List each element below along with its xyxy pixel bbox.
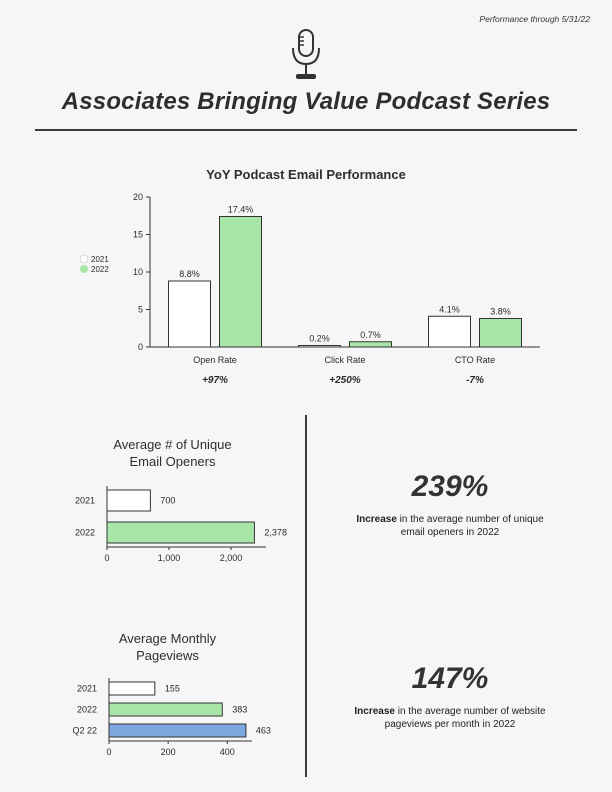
- bar-0: [108, 681, 156, 696]
- openers-stat-line2: email openers in 2022: [400, 527, 500, 538]
- openers-stat-value: 239%: [411, 470, 489, 503]
- x-category-label: Click Rate: [324, 355, 365, 365]
- bar-data-label: 4.1%: [439, 304, 460, 314]
- pageviews-title-line1: Average Monthly: [118, 631, 217, 646]
- bar-2022-2: [479, 318, 522, 348]
- x-tick-label: 200: [161, 747, 176, 757]
- legend-swatch-2021: [79, 254, 89, 264]
- openers-stat-description: Increase in the average number of unique…: [310, 513, 590, 539]
- bar-2021-2: [428, 315, 471, 348]
- bar-2021-1: [298, 345, 341, 348]
- bar-data-label: 463: [256, 726, 271, 736]
- y-category-label: 2022: [75, 528, 95, 538]
- pageviews-bar-chart: 2021 155 2022 383 Q2 22 463 0 200 400: [72, 678, 271, 757]
- yoy-change-label: +250%: [329, 375, 361, 386]
- bar-data-label: 383: [232, 705, 247, 715]
- pageviews-title-line2: Pageviews: [136, 648, 199, 663]
- y-category-label: 2022: [77, 705, 97, 715]
- openers-chart-title: Average # of Unique Email Openers: [60, 436, 285, 470]
- x-tick-label: 1,000: [158, 553, 181, 563]
- pageviews-stat-value: 147%: [411, 662, 489, 695]
- pageviews-stat-line2: pageviews per month in 2022: [384, 719, 516, 730]
- bar-1: [108, 702, 223, 717]
- yoy-bar-chart: 0 5 10 15 20 8.8% 17.4% Open Rate +97% 0.2% 0.7% Cl…: [79, 192, 540, 386]
- y-tick-label: 0: [138, 342, 143, 352]
- bar-2021-0: [168, 280, 211, 348]
- y-tick-label: 20: [133, 192, 143, 202]
- bar-2022-1: [349, 341, 392, 348]
- title-divider: [35, 129, 577, 131]
- microphone-icon: [287, 28, 325, 82]
- legend-label: 2022: [91, 265, 109, 274]
- y-category-label: Q2 22: [72, 726, 97, 736]
- openers-stat-line1: in the average number of unique: [396, 514, 544, 525]
- bar-data-label: 0.7%: [360, 330, 381, 340]
- x-tick-label: 400: [220, 747, 235, 757]
- bar-data-label: 2,378: [264, 528, 287, 538]
- yoy-change-label: +97%: [202, 375, 228, 386]
- pageviews-stat-bold: Increase: [354, 706, 395, 717]
- performance-note: Performance through 5/31/22: [479, 14, 590, 24]
- yoy-chart-title: YoY Podcast Email Performance: [206, 167, 406, 182]
- y-tick-label: 10: [133, 267, 143, 277]
- legend-label: 2021: [91, 255, 109, 264]
- bar-0: [106, 489, 151, 512]
- pageviews-stat-description: Increase in the average number of websit…: [310, 705, 590, 731]
- y-category-label: 2021: [77, 684, 97, 694]
- pageviews-chart-title: Average Monthly Pageviews: [55, 630, 280, 664]
- openers-title-line2: Email Openers: [129, 454, 216, 469]
- bar-data-label: 17.4%: [228, 205, 254, 215]
- openers-title-line1: Average # of Unique: [113, 437, 232, 452]
- x-tick-label: 0: [106, 747, 111, 757]
- legend-swatch-2022: [80, 265, 88, 273]
- y-tick-label: 15: [133, 230, 143, 240]
- bar-1: [106, 521, 255, 544]
- openers-stat-bold: Increase: [356, 514, 397, 525]
- vertical-divider: [305, 415, 307, 777]
- page-title: Associates Bringing Value Podcast Series: [61, 88, 551, 115]
- x-category-label: CTO Rate: [455, 355, 495, 365]
- bar-data-label: 700: [160, 496, 175, 506]
- x-category-label: Open Rate: [193, 355, 237, 365]
- x-tick-label: 0: [104, 553, 109, 563]
- bar-data-label: 0.2%: [309, 334, 330, 344]
- x-tick-label: 2,000: [220, 553, 243, 563]
- bar-data-label: 155: [165, 684, 180, 694]
- bar-data-label: 3.8%: [490, 307, 511, 317]
- pageviews-stat-line1: in the average number of website: [394, 706, 546, 717]
- bar-2022-0: [219, 216, 262, 348]
- y-category-label: 2021: [75, 496, 95, 506]
- yoy-change-label: -7%: [466, 375, 484, 386]
- y-tick-label: 5: [138, 305, 143, 315]
- bar-2: [108, 723, 247, 738]
- bar-data-label: 8.8%: [179, 269, 200, 279]
- openers-bar-chart: 2021 700 2022 2,378 0 1,000 2,000: [75, 486, 287, 563]
